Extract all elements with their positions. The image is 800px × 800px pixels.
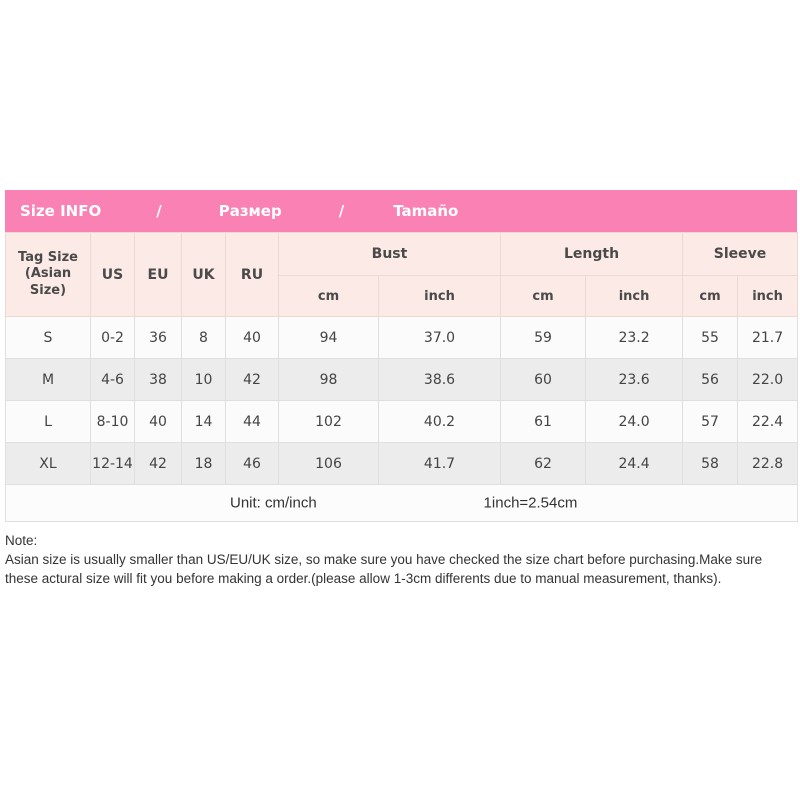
cell-eu: 40 xyxy=(134,400,182,443)
size-table: Tag Size (Asian Size) US EU UK RU Bust L… xyxy=(4,232,799,522)
col-header-sleeve: Sleeve xyxy=(682,232,799,276)
size-info-title-bar: Size INFO / Размер / Tamaño xyxy=(5,190,797,232)
cell-bust-inch: 40.2 xyxy=(377,400,502,443)
title-separator: / xyxy=(156,202,162,220)
cell-ru: 40 xyxy=(225,316,279,359)
cell-sleeve-cm: 57 xyxy=(682,400,739,443)
title-razmer: Размер xyxy=(218,202,282,220)
note-heading: Note: xyxy=(5,533,38,548)
col-header-eu: EU xyxy=(134,232,182,317)
cell-sleeve-cm: 58 xyxy=(682,442,739,485)
cell-tag: M xyxy=(5,358,91,401)
cell-us: 12-14 xyxy=(90,442,135,485)
cell-bust-inch: 37.0 xyxy=(377,316,502,359)
cell-length-inch: 23.6 xyxy=(585,358,684,401)
table-row-m: M 4-6 38 10 42 98 38.6 60 23.6 56 22.0 xyxy=(5,358,799,401)
inch-conversion-label: 1inch=2.54cm xyxy=(483,494,578,512)
cell-uk: 18 xyxy=(181,442,226,485)
cell-eu: 38 xyxy=(134,358,182,401)
cell-sleeve-cm: 55 xyxy=(682,316,739,359)
cell-bust-cm: 102 xyxy=(278,400,379,443)
cell-length-cm: 60 xyxy=(500,358,587,401)
cell-bust-cm: 98 xyxy=(278,358,379,401)
cell-bust-inch: 38.6 xyxy=(377,358,502,401)
note-body: Asian size is usually smaller than US/EU… xyxy=(5,552,763,587)
col-header-us: US xyxy=(90,232,135,317)
cell-bust-inch: 41.7 xyxy=(377,442,502,485)
cell-sleeve-cm: 56 xyxy=(682,358,739,401)
cell-sleeve-inch: 22.4 xyxy=(737,400,799,443)
cell-length-cm: 59 xyxy=(500,316,587,359)
cell-ru: 46 xyxy=(225,442,279,485)
note-section: Note: Asian size is usually smaller than… xyxy=(5,531,798,588)
col-header-ru: RU xyxy=(225,232,279,317)
cell-uk: 8 xyxy=(181,316,226,359)
cell-tag: S xyxy=(5,316,91,359)
size-chart: Size INFO / Размер / Tamaño Tag Size (As… xyxy=(4,190,799,522)
title-size-info: Size INFO xyxy=(20,202,102,220)
cell-sleeve-inch: 21.7 xyxy=(737,316,799,359)
cell-us: 8-10 xyxy=(90,400,135,443)
tag-size-line2: (Asian Size) xyxy=(24,266,72,298)
cell-sleeve-inch: 22.8 xyxy=(737,442,799,485)
title-tamano: Tamaño xyxy=(393,202,459,220)
col-header-bust-cm: cm xyxy=(278,275,379,317)
cell-tag: L xyxy=(5,400,91,443)
unit-footer: Unit: cm/inch 1inch=2.54cm xyxy=(6,485,797,521)
cell-bust-cm: 94 xyxy=(278,316,379,359)
cell-ru: 42 xyxy=(225,358,279,401)
cell-uk: 14 xyxy=(181,400,226,443)
cell-sleeve-inch: 22.0 xyxy=(737,358,799,401)
table-footer-row: Unit: cm/inch 1inch=2.54cm xyxy=(4,484,799,522)
cell-eu: 36 xyxy=(134,316,182,359)
table-row-xl: XL 12-14 42 18 46 106 41.7 62 24.4 58 22… xyxy=(5,442,799,485)
header-row-groups: Tag Size (Asian Size) US EU UK RU Bust L… xyxy=(5,232,799,317)
col-header-bust-inch: inch xyxy=(377,275,502,317)
table-row-s: S 0-2 36 8 40 94 37.0 59 23.2 55 21.7 xyxy=(5,316,799,359)
col-header-uk: UK xyxy=(181,232,226,317)
cell-bust-cm: 106 xyxy=(278,442,379,485)
cell-length-cm: 62 xyxy=(500,442,587,485)
col-header-length-cm: cm xyxy=(500,275,587,317)
table-row-l: L 8-10 40 14 44 102 40.2 61 24.0 57 22.4 xyxy=(5,400,799,443)
col-header-sleeve-inch: inch xyxy=(737,275,799,317)
title-separator: / xyxy=(338,202,345,220)
cell-ru: 44 xyxy=(225,400,279,443)
col-header-tag-size: Tag Size (Asian Size) xyxy=(5,232,91,317)
col-header-length: Length xyxy=(500,232,684,276)
cell-length-inch: 23.2 xyxy=(585,316,684,359)
cell-length-inch: 24.0 xyxy=(585,400,684,443)
cell-us: 4-6 xyxy=(90,358,135,401)
cell-uk: 10 xyxy=(181,358,226,401)
cell-tag: XL xyxy=(5,442,91,485)
col-header-bust: Bust xyxy=(277,232,502,276)
header-row-units: cm inch cm inch cm inch xyxy=(6,275,799,317)
col-header-sleeve-cm: cm xyxy=(682,275,739,317)
cell-length-cm: 61 xyxy=(500,400,587,443)
tag-size-line1: Tag Size xyxy=(18,250,78,266)
cell-eu: 42 xyxy=(134,442,182,485)
cell-length-inch: 24.4 xyxy=(585,442,684,485)
col-header-length-inch: inch xyxy=(585,275,684,317)
cell-us: 0-2 xyxy=(90,316,135,359)
unit-label: Unit: cm/inch xyxy=(230,494,317,512)
